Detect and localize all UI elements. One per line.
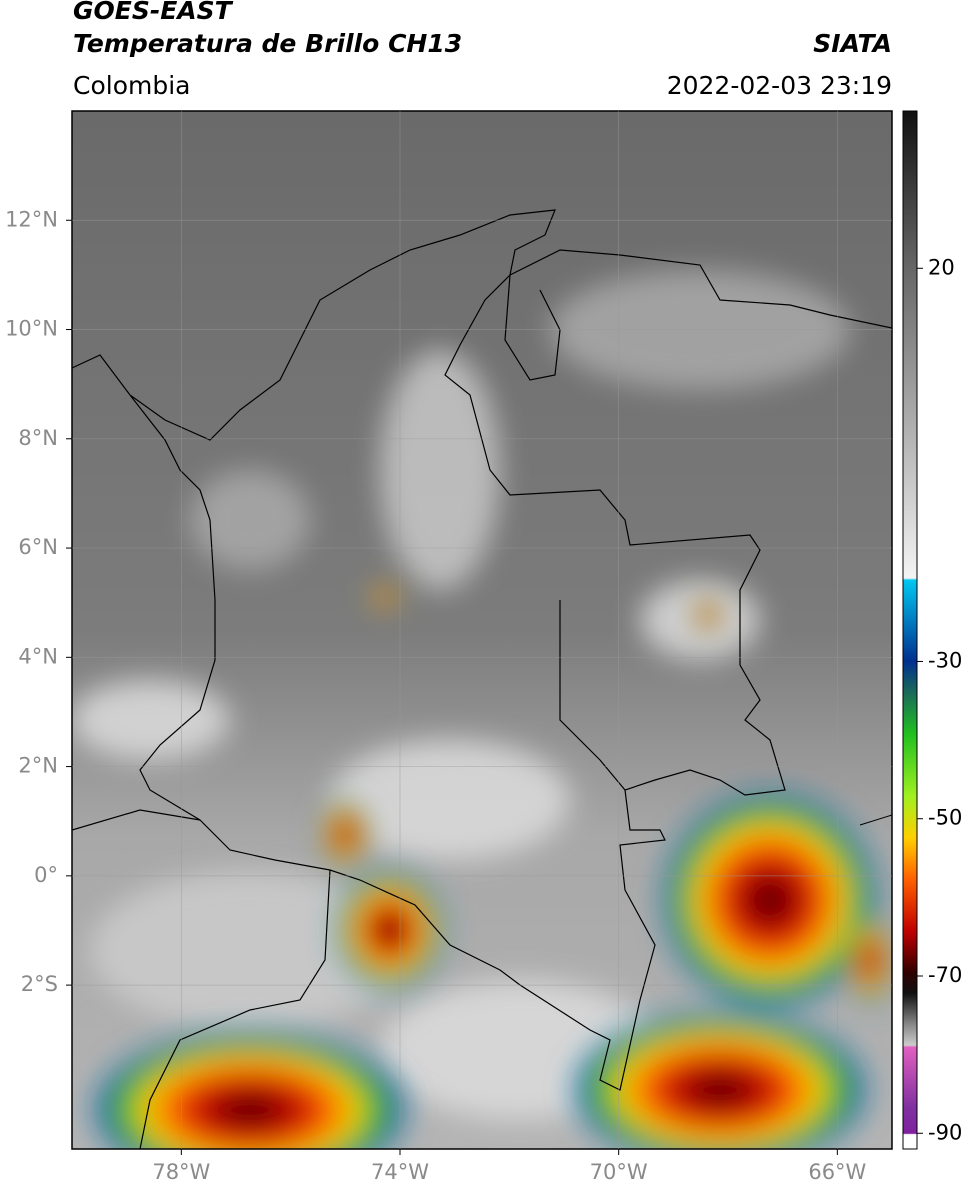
- y-tick-label: 0°: [34, 863, 58, 887]
- x-tick-label: 66°W: [808, 1160, 866, 1184]
- satellite-image: [72, 111, 892, 1149]
- satellite-title: GOES-EAST: [73, 0, 234, 25]
- x-tick-label: 70°W: [590, 1160, 648, 1184]
- colorbar-tick-label: -30: [928, 648, 962, 672]
- y-tick-label: 8°N: [18, 426, 58, 450]
- map-frame: [71, 110, 893, 1150]
- y-tick-label: 2°N: [18, 754, 58, 778]
- colorbar-tick-label: -90: [928, 1120, 962, 1144]
- source-label: SIATA: [813, 29, 892, 58]
- colorbar-tick-label: -50: [928, 806, 962, 830]
- colorbar-tick-label: -70: [928, 963, 962, 987]
- datetime-label: 2022-02-03 23:19: [667, 71, 892, 100]
- y-tick-label: 6°N: [18, 535, 58, 559]
- y-tick-label: 10°N: [5, 317, 58, 341]
- x-tick-label: 74°W: [371, 1160, 429, 1184]
- product-title: Temperatura de Brillo CH13: [73, 29, 462, 58]
- y-tick-label: 12°N: [5, 207, 58, 231]
- y-tick-label: 2°S: [21, 972, 58, 996]
- colorbar: [902, 110, 918, 1150]
- y-tick-label: 4°N: [18, 644, 58, 668]
- region-label: Colombia: [73, 71, 190, 100]
- x-tick-label: 78°W: [152, 1160, 210, 1184]
- colorbar-tick-label: 20: [928, 255, 955, 279]
